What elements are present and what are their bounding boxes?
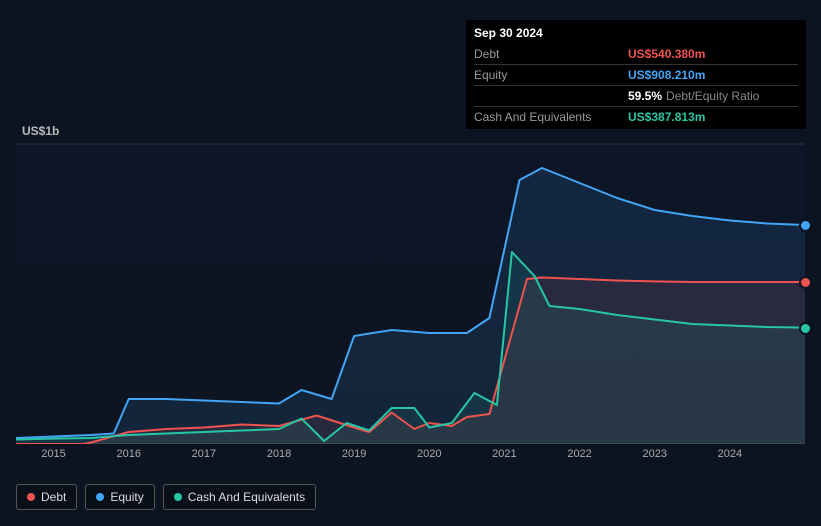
legend-label: Equity (110, 490, 143, 504)
legend-debt[interactable]: Debt (16, 484, 77, 510)
tooltip-panel: Sep 30 2024 Debt US$540.380m Equity US$908.… (466, 20, 806, 129)
tooltip-label: Debt (474, 47, 499, 61)
legend-equity[interactable]: Equity (85, 484, 154, 510)
end-marker-cash (799, 322, 812, 335)
tooltip-row: Debt US$540.380m (474, 44, 798, 65)
x-tick: 2019 (342, 448, 366, 460)
x-tick: 2017 (192, 448, 216, 460)
legend-label: Cash And Equivalents (188, 490, 305, 504)
tooltip-row: 59.5%Debt/Equity Ratio (474, 86, 798, 107)
legend-label: Debt (41, 490, 66, 504)
end-marker-equity (799, 219, 812, 232)
x-tick: 2020 (417, 448, 441, 460)
end-marker-debt (799, 276, 812, 289)
tooltip-value: US$908.210m (628, 68, 798, 82)
x-tick: 2024 (718, 448, 742, 460)
legend-dot-icon (174, 493, 182, 501)
x-tick: 2016 (116, 448, 140, 460)
tooltip-value: US$387.813m (628, 110, 798, 124)
x-tick: 2022 (567, 448, 591, 460)
tooltip-label: Cash And Equivalents (474, 110, 591, 124)
tooltip-date: Sep 30 2024 (474, 26, 798, 40)
tooltip-value: 59.5%Debt/Equity Ratio (628, 89, 798, 103)
chart-area[interactable] (16, 124, 805, 444)
x-tick: 2018 (267, 448, 291, 460)
tooltip-row: Equity US$908.210m (474, 65, 798, 86)
x-tick: 2023 (642, 448, 666, 460)
x-axis: 2015 2016 2017 2018 2019 2020 2021 2022 2023 2024 (16, 448, 805, 468)
tooltip-value: US$540.380m (628, 47, 798, 61)
legend: Debt Equity Cash And Equivalents (16, 484, 316, 510)
tooltip-label: Equity (474, 68, 507, 82)
legend-dot-icon (96, 493, 104, 501)
x-tick: 2021 (492, 448, 516, 460)
legend-dot-icon (27, 493, 35, 501)
legend-cash[interactable]: Cash And Equivalents (163, 484, 316, 510)
x-tick: 2015 (41, 448, 65, 460)
